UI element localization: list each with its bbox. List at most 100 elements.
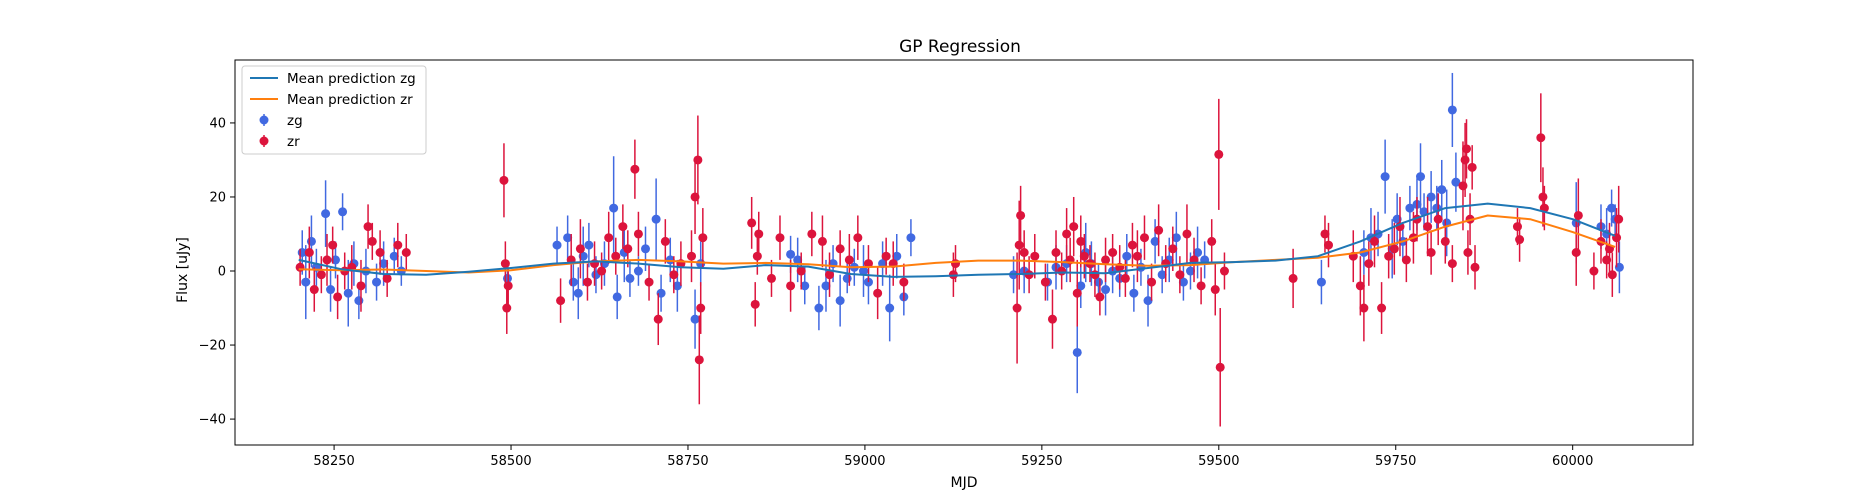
data-point-zr (499, 175, 509, 185)
data-point-zg (1426, 192, 1436, 202)
x-tick-label: 59750 (1375, 454, 1416, 469)
legend: Mean prediction zg Mean prediction zr zg… (241, 65, 427, 155)
data-point-zr (1440, 236, 1450, 246)
data-point-zr (873, 288, 883, 298)
data-point-zr (1463, 248, 1473, 257)
data-point-zr (1377, 303, 1387, 313)
x-tick-label: 58250 (313, 454, 354, 469)
data-point-zr (1196, 281, 1206, 291)
data-point-zr (333, 292, 343, 302)
data-point-zg (343, 288, 353, 298)
data-point-zg (573, 288, 583, 298)
data-point-zr (747, 218, 757, 228)
data-point-zr (1288, 273, 1298, 283)
data-point-zr (1515, 235, 1525, 245)
data-point-zr (653, 314, 663, 324)
data-point-zg (835, 296, 845, 306)
data-point-zr (382, 273, 392, 283)
data-point-zr (1462, 144, 1472, 154)
data-point-zr (1024, 270, 1034, 280)
data-point-zr (503, 281, 513, 291)
x-tick-label: 59500 (1198, 454, 1239, 469)
data-point-zr (1175, 270, 1185, 280)
data-point-zr (1423, 222, 1433, 232)
data-point-zg (306, 236, 316, 246)
data-point-zg (858, 266, 868, 276)
data-point-zr (393, 240, 403, 250)
data-point-zr (633, 229, 643, 239)
data-point-zr (1062, 229, 1072, 239)
data-point-zg (389, 251, 399, 261)
data-point-zr (835, 244, 845, 254)
data-point-zg (1437, 185, 1447, 195)
data-point-zg (1143, 296, 1153, 306)
data-point-zr (1182, 229, 1192, 239)
y-tick-label: −20 (199, 339, 226, 354)
x-axis: 58250 58500 58750 59000 59250 59500 59750 60000 (313, 445, 1593, 469)
data-point-zr (328, 240, 338, 250)
data-point-zr (1076, 236, 1086, 246)
data-point-zr (1370, 236, 1380, 246)
data-point-zr (1069, 222, 1079, 232)
data-point-zr (807, 229, 817, 239)
data-point-zr (623, 244, 633, 254)
data-point-zr (1320, 229, 1330, 239)
data-point-zr (556, 296, 566, 306)
data-point-zg (696, 259, 706, 269)
data-point-zg (1122, 251, 1132, 261)
data-point-zg (651, 214, 661, 224)
mean-line-zg (298, 202, 1616, 278)
data-point-zg (665, 255, 675, 265)
data-point-zg (1101, 285, 1111, 295)
data-point-zg (906, 233, 916, 243)
y-axis-label: Flux [uJy] (175, 237, 191, 303)
data-point-zg (793, 255, 803, 265)
data-point-zg (379, 259, 389, 269)
data-point-zr (1401, 255, 1411, 265)
data-point-zr (1047, 314, 1057, 324)
x-tick-label: 58750 (667, 454, 708, 469)
y-tick-label: 20 (209, 190, 226, 205)
data-point-zg (568, 277, 578, 287)
data-point-zr (863, 259, 873, 269)
data-point-zg (690, 314, 700, 324)
data-point-zg (1405, 203, 1415, 213)
data-point-zr (1426, 248, 1436, 257)
data-point-zr (611, 251, 621, 261)
data-point-zr (1014, 240, 1024, 250)
mean-line-zr (298, 214, 1616, 274)
data-point-zg (786, 249, 796, 259)
data-point-zr (1614, 214, 1624, 224)
data-point-zr (1470, 262, 1480, 272)
data-point-zg (326, 285, 336, 295)
data-point-zg (1193, 248, 1203, 257)
data-point-zr (694, 355, 704, 365)
data-point-zr (375, 248, 385, 257)
data-point-zr (1120, 273, 1130, 283)
data-point-zr (1207, 236, 1217, 246)
data-point-zg (1093, 277, 1103, 287)
data-point-zr (1147, 277, 1157, 287)
data-point-zr (1030, 251, 1040, 261)
data-point-zr (1019, 248, 1029, 257)
data-point-zr (1458, 181, 1468, 191)
data-point-zg (1129, 288, 1139, 298)
y-axis: −40 −20 0 20 40 (199, 116, 235, 428)
data-point-zr (881, 251, 891, 261)
data-point-zr (597, 266, 607, 276)
data-point-zr (1589, 266, 1599, 276)
data-point-zr (844, 255, 854, 265)
data-point-zr (754, 229, 764, 239)
data-point-zr (1215, 362, 1225, 372)
data-point-zr (618, 222, 628, 232)
data-point-zr (693, 155, 703, 165)
legend-label-zr: zr (287, 134, 300, 150)
data-point-zg (338, 207, 348, 217)
data-point-zg (354, 296, 364, 306)
data-point-zr (644, 277, 654, 287)
data-point-zr (1127, 240, 1137, 250)
data-point-zg (641, 244, 651, 254)
legend-box (241, 65, 427, 155)
legend-label-zg-mean: Mean prediction zg (287, 71, 416, 87)
